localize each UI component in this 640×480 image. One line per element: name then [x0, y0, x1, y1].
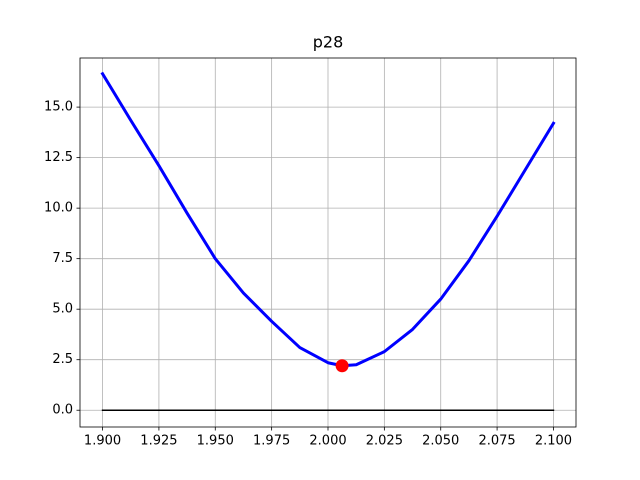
x-tick-label: 1.900: [84, 434, 121, 449]
x-tick-label: 2.050: [422, 434, 459, 449]
y-tick-label: 15.0: [44, 100, 73, 115]
marker: [335, 359, 349, 373]
y-tick-label: 12.5: [44, 150, 73, 165]
y-tick-label: 5.0: [52, 302, 73, 317]
x-tick-label: 2.100: [535, 434, 572, 449]
y-tick-label: 0.0: [52, 403, 73, 418]
x-tick-label: 1.925: [140, 434, 177, 449]
x-tick-label: 2.025: [366, 434, 403, 449]
y-tick-label: 10.0: [44, 201, 73, 216]
chart-title: p28: [313, 33, 344, 52]
y-tick-label: 2.5: [52, 352, 73, 367]
x-tick-label: 1.975: [253, 434, 290, 449]
x-tick-label: 2.000: [309, 434, 346, 449]
x-tick-label: 1.950: [197, 434, 234, 449]
axes-frame: [79, 57, 577, 428]
data-line: [100, 71, 556, 368]
x-tick-label: 2.075: [478, 434, 515, 449]
y-tick-label: 7.5: [52, 251, 73, 266]
